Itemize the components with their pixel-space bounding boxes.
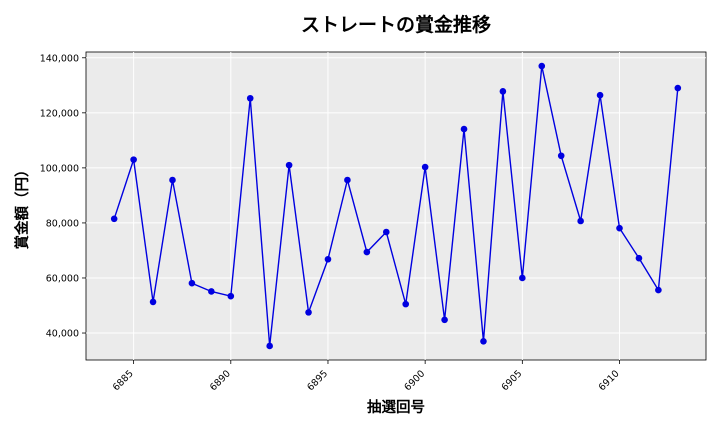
data-point — [616, 224, 623, 232]
series-line — [113, 65, 679, 347]
data-point — [266, 342, 273, 350]
x-tick-label: 6905 — [500, 368, 525, 393]
data-point — [382, 228, 390, 236]
data-point — [305, 309, 312, 316]
data-point — [655, 286, 662, 294]
x-tick-label: 6885 — [111, 368, 136, 393]
data-point — [169, 176, 176, 184]
y-tick-label: 140,000 — [40, 53, 79, 64]
series — [110, 62, 682, 350]
data-point — [635, 254, 643, 262]
data-point — [480, 337, 487, 345]
data-point — [324, 255, 332, 263]
y-tick-label: 40,000 — [46, 329, 79, 340]
data-point — [577, 217, 584, 225]
x-tick-label: 6895 — [305, 368, 330, 393]
data-point — [110, 215, 118, 223]
x-tick-label: 6890 — [208, 368, 233, 393]
x-tick-label: 6900 — [402, 368, 427, 393]
x-axis: 6885 6890 6895 6900 6905 6910 — [111, 360, 622, 393]
data-point — [130, 156, 137, 163]
chart-title: ストレートの賞金推移 — [301, 13, 491, 36]
y-axis-label: 賞金額（円） — [13, 163, 31, 250]
data-point — [188, 279, 196, 287]
x-tick-label: 6910 — [597, 368, 622, 393]
data-point — [149, 298, 157, 306]
data-point — [227, 292, 235, 300]
data-point — [538, 62, 546, 70]
data-point — [499, 88, 507, 95]
data-point — [344, 176, 351, 184]
y-tick-label: 120,000 — [40, 108, 79, 119]
data-point — [208, 288, 215, 295]
data-point — [363, 248, 371, 256]
data-point — [285, 161, 293, 169]
data-point — [441, 316, 448, 324]
y-axis: 40,000 60,000 80,000 100,000 120,000 140,000 — [40, 53, 86, 340]
data-point — [460, 125, 468, 133]
y-tick-label: 60,000 — [46, 273, 79, 284]
y-tick-label: 80,000 — [46, 218, 79, 229]
data-point — [596, 91, 604, 99]
data-point — [421, 163, 429, 171]
plot-area — [85, 51, 707, 361]
data-point — [519, 274, 526, 282]
x-axis-label: 抽選回号 — [367, 398, 425, 416]
data-point — [246, 94, 254, 102]
grid — [86, 52, 706, 360]
data-point — [557, 152, 565, 160]
data-point — [402, 300, 410, 308]
y-tick-label: 100,000 — [40, 163, 79, 174]
data-point — [674, 84, 682, 92]
